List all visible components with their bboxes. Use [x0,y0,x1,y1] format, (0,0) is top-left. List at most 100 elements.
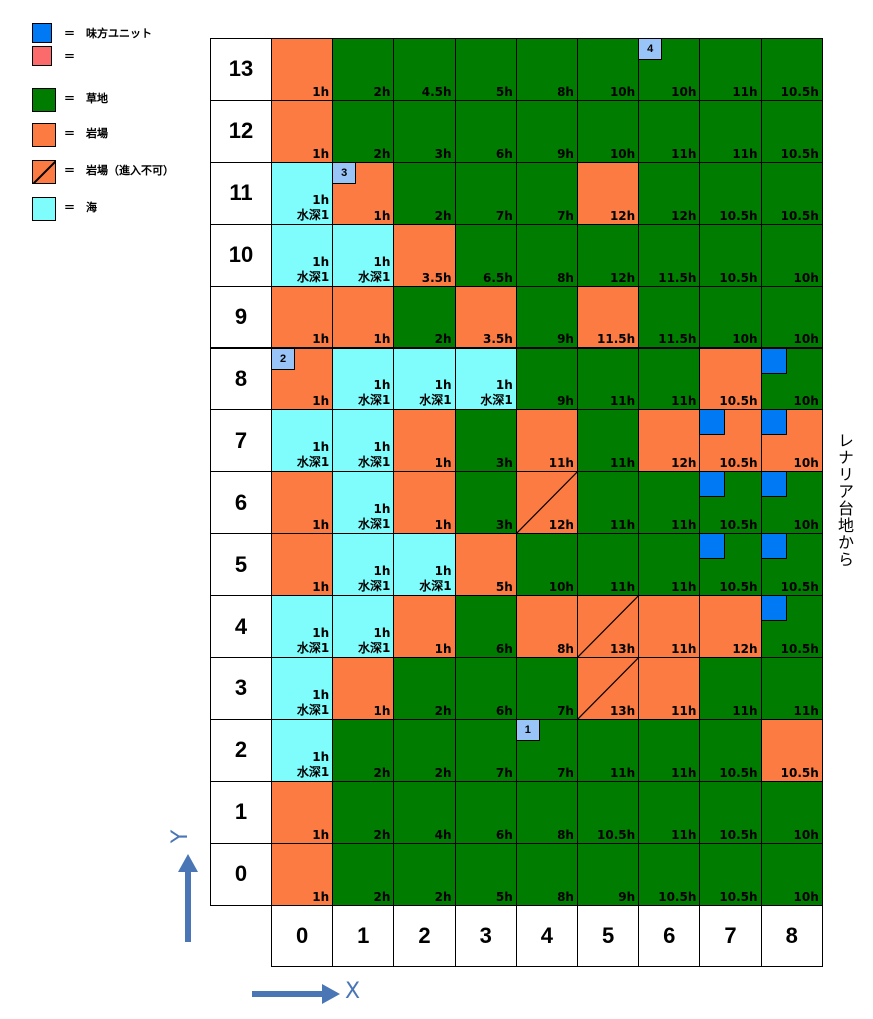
map-cell[interactable]: 2h [332,842,395,906]
map-cell[interactable]: 10h [760,223,823,287]
map-cell[interactable]: 12h [638,409,701,473]
map-cell[interactable]: 8h [515,842,578,906]
numbered-unit[interactable]: 2 [271,347,295,370]
map-cell[interactable]: 11h [638,657,701,720]
map-cell[interactable]: 7h [454,161,517,225]
map-cell[interactable]: 5h [454,533,517,597]
map-cell[interactable]: 3h [393,99,456,163]
map-cell[interactable]: 1h [393,471,456,535]
map-cell[interactable]: 11h [638,99,701,163]
ally-unit[interactable] [760,533,787,560]
map-cell[interactable]: 11h [638,780,701,844]
map-cell[interactable]: 2h [332,780,395,844]
map-cell[interactable]: 1h [271,285,334,349]
map-cell[interactable]: 1h 水深1 [332,347,395,411]
map-cell[interactable]: 11.5h [577,285,640,349]
map-cell[interactable]: 10h [577,38,640,101]
map-cell[interactable]: 11h [760,657,823,720]
ally-unit[interactable] [699,533,726,560]
map-cell[interactable]: 5h [454,842,517,906]
map-cell[interactable]: 1h [271,38,334,101]
map-cell[interactable]: 11h [699,38,762,101]
map-cell[interactable]: 2h [332,38,395,101]
map-cell[interactable]: 11h [638,595,701,658]
map-cell[interactable]: 10.5h [760,595,823,658]
map-cell[interactable]: 3.5h [393,223,456,287]
map-cell[interactable]: 10.5h [699,842,762,906]
map-cell[interactable]: 4h [393,780,456,844]
map-cell[interactable]: 1h 水深1 [332,595,395,658]
map-cell[interactable]: 8h [515,595,578,658]
map-cell[interactable]: 9h [515,285,578,349]
map-cell[interactable]: 10h [699,285,762,349]
map-cell[interactable]: 9h [577,842,640,906]
map-cell[interactable]: 10.5h [577,780,640,844]
ally-unit[interactable] [699,471,726,498]
map-cell[interactable]: 1h [271,533,334,597]
map-cell[interactable]: 6h [454,595,517,658]
map-cell[interactable]: 1h 水深1 [332,223,395,287]
map-cell[interactable]: 2h [393,657,456,720]
map-cell[interactable]: 12h [699,595,762,658]
map-cell[interactable]: 11.5h [638,285,701,349]
map-cell[interactable]: 10.5h [760,38,823,101]
map-cell[interactable]: 1h 水深1 [271,718,334,782]
map-cell[interactable]: 6h [454,780,517,844]
map-cell[interactable]: 11h [577,471,640,535]
map-cell[interactable]: 10h [577,99,640,163]
map-cell[interactable]: 10h [760,780,823,844]
map-cell[interactable]: 3.5h [454,285,517,349]
map-cell[interactable]: 10h [760,842,823,906]
ally-unit[interactable] [699,409,726,436]
map-cell[interactable]: 10h [760,285,823,349]
map-cell[interactable]: 1h 水深1 [393,533,456,597]
map-cell[interactable]: 10.5h [699,161,762,225]
map-cell[interactable]: 2h [393,285,456,349]
map-cell[interactable]: 1h 水深1 [332,409,395,473]
map-cell[interactable]: 10h [515,533,578,597]
map-cell[interactable]: 10.5h [760,99,823,163]
map-cell[interactable]: 2h [332,718,395,782]
map-cell[interactable]: 4.5h [393,38,456,101]
ally-unit[interactable] [760,471,787,498]
map-cell[interactable]: 2h [393,842,456,906]
map-cell[interactable]: 7h [454,718,517,782]
map-cell[interactable]: 7h [515,657,578,720]
map-cell[interactable]: 1h 水深1 [271,657,334,720]
map-cell[interactable]: 5h [454,38,517,101]
ally-unit[interactable] [760,595,787,622]
map-cell[interactable]: 9h [515,347,578,411]
map-cell[interactable]: 10.5h [760,161,823,225]
map-cell[interactable]: 10.5h [699,347,762,411]
map-cell[interactable]: 11h [515,409,578,473]
map-cell[interactable]: 3h [454,409,517,473]
map-cell[interactable]: 1h [332,285,395,349]
map-cell[interactable]: 1h 水深1 [271,409,334,473]
map-cell[interactable]: 13h [577,595,640,658]
map-cell[interactable]: 1h 水深1 [393,347,456,411]
map-cell[interactable]: 2h [393,718,456,782]
map-cell[interactable]: 1h [271,842,334,906]
map-cell[interactable]: 11.5h [638,223,701,287]
map-cell[interactable]: 11h [577,718,640,782]
map-cell[interactable]: 1h 水深1 [271,595,334,658]
map-cell[interactable]: 6h [454,99,517,163]
map-cell[interactable]: 12h [577,223,640,287]
map-cell[interactable]: 1h 水深1 [454,347,517,411]
map-cell[interactable]: 1h 水深1 [332,471,395,535]
map-cell[interactable]: 9h [515,99,578,163]
map-cell[interactable]: 10.5h [699,718,762,782]
map-cell[interactable]: 2h [332,99,395,163]
ally-unit[interactable] [760,409,787,436]
map-cell[interactable]: 2h [393,161,456,225]
map-cell[interactable]: 13h [577,657,640,720]
ally-unit[interactable] [760,347,787,374]
numbered-unit[interactable]: 4 [638,38,663,60]
map-cell[interactable]: 11h [577,347,640,411]
map-cell[interactable]: 10.5h [699,223,762,287]
map-cell[interactable]: 12h [515,471,578,535]
map-cell[interactable]: 11h [638,533,701,597]
map-cell[interactable]: 1h [393,409,456,473]
map-cell[interactable]: 1h [271,471,334,535]
map-cell[interactable]: 7h [515,161,578,225]
